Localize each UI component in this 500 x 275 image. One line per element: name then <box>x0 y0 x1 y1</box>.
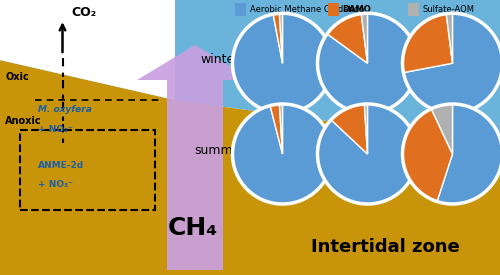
Text: Middle Tide Zone: Middle Tide Zone <box>250 180 316 189</box>
Wedge shape <box>232 104 332 204</box>
Polygon shape <box>0 60 500 275</box>
Wedge shape <box>446 13 452 63</box>
Text: summer: summer <box>194 144 246 157</box>
Wedge shape <box>431 104 452 154</box>
Text: ANME-2d: ANME-2d <box>38 161 84 169</box>
Polygon shape <box>0 0 175 100</box>
Text: Oxic: Oxic <box>6 72 30 82</box>
Text: Anoxic: Anoxic <box>5 116 42 126</box>
Wedge shape <box>280 13 282 63</box>
Text: Low Tide Zone: Low Tide Zone <box>340 180 395 189</box>
Wedge shape <box>273 13 282 63</box>
Wedge shape <box>318 13 418 113</box>
Text: CH₄: CH₄ <box>168 216 218 240</box>
Wedge shape <box>404 13 500 113</box>
Wedge shape <box>437 104 500 204</box>
Text: Subtidal Zone: Subtidal Zone <box>426 180 479 189</box>
Wedge shape <box>402 14 452 73</box>
Wedge shape <box>402 109 452 202</box>
Text: winter: winter <box>200 53 239 66</box>
Text: + NO₂⁻: + NO₂⁻ <box>38 125 72 134</box>
Polygon shape <box>137 45 253 270</box>
Text: Aerobic Methane Oxidation: Aerobic Methane Oxidation <box>250 5 364 14</box>
Wedge shape <box>280 104 282 154</box>
Wedge shape <box>331 104 368 154</box>
Wedge shape <box>232 13 332 113</box>
Wedge shape <box>270 104 282 154</box>
Text: M. oxyfera: M. oxyfera <box>38 106 92 114</box>
Wedge shape <box>361 13 368 63</box>
Text: DAMO: DAMO <box>342 5 371 14</box>
Bar <box>20 130 155 210</box>
Text: + NO₃⁻: + NO₃⁻ <box>38 180 72 189</box>
Text: CO₂: CO₂ <box>72 6 96 19</box>
Polygon shape <box>0 0 500 145</box>
Wedge shape <box>327 14 368 63</box>
FancyBboxPatch shape <box>328 3 338 16</box>
FancyBboxPatch shape <box>408 3 418 16</box>
Wedge shape <box>318 104 418 204</box>
FancyBboxPatch shape <box>235 3 246 16</box>
Wedge shape <box>364 104 368 154</box>
Text: Intertidal zone: Intertidal zone <box>310 238 460 257</box>
Text: Sulfate-AOM: Sulfate-AOM <box>422 5 474 14</box>
